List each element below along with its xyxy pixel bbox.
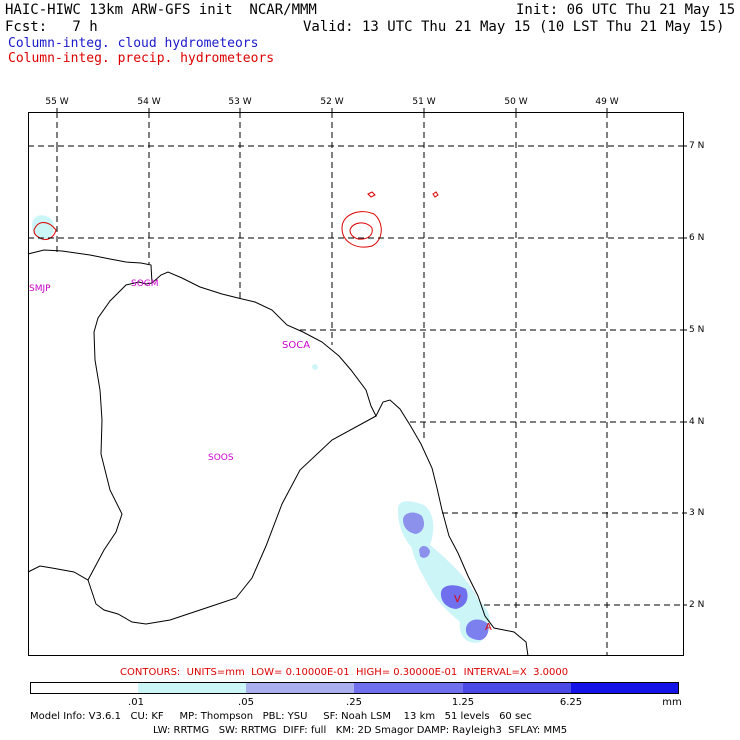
colorbar-bin-1 bbox=[30, 682, 138, 693]
contour-info: CONTOURS: UNITS=mm LOW= 0.10000E-01 HIGH… bbox=[120, 667, 569, 678]
marker-a: A bbox=[485, 622, 492, 633]
valid-time: Valid: 13 UTC Thu 21 May 15 (10 LST Thu … bbox=[303, 19, 725, 35]
colorbar-unit: mm bbox=[662, 697, 682, 708]
plot-title: HAIC-HIWC 13km ARW-GFS init NCAR/MMM bbox=[5, 2, 317, 18]
colorbar-bin-4 bbox=[354, 682, 463, 693]
marker-v: V bbox=[454, 594, 461, 605]
colorbar-label: 6.25 bbox=[559, 697, 583, 708]
lon-label: 51 W bbox=[412, 97, 436, 107]
lon-label: 54 W bbox=[137, 97, 161, 107]
station-label: SMJP bbox=[29, 284, 51, 294]
lat-label: 5 N bbox=[689, 325, 705, 335]
colorbar-label: .25 bbox=[346, 697, 362, 708]
lat-label: 4 N bbox=[689, 417, 705, 427]
forecast-hour: Fcst: 7 h bbox=[5, 19, 98, 35]
colorbar-bin-6 bbox=[571, 682, 679, 693]
lat-label: 7 N bbox=[689, 141, 705, 151]
cloud-shading bbox=[32, 215, 491, 643]
colorbar-label: 1.25 bbox=[451, 697, 475, 708]
station-label: SOOS bbox=[208, 453, 234, 463]
latlon-grid bbox=[28, 112, 683, 656]
lat-label: 2 N bbox=[689, 600, 705, 610]
model-info-line2: LW: RRTMG SW: RRTMG DIFF: full KM: 2D Sm… bbox=[153, 725, 568, 736]
map-frame bbox=[28, 112, 684, 656]
lon-label: 52 W bbox=[320, 97, 344, 107]
lon-label: 50 W bbox=[504, 97, 528, 107]
colorbar-bin-3 bbox=[246, 682, 354, 693]
lat-label: 3 N bbox=[689, 508, 705, 518]
field-label-cloud: Column-integ. cloud hydrometeors bbox=[8, 36, 259, 51]
model-info-line1: Model Info: V3.6.1 CU: KF MP: Thompson P… bbox=[30, 711, 532, 722]
init-time: Init: 06 UTC Thu 21 May 15 bbox=[516, 2, 736, 18]
field-label-precip: Column-integ. precip. hydrometeors bbox=[8, 51, 275, 66]
colorbar-label: .01 bbox=[128, 697, 144, 708]
station-label: SOGM bbox=[131, 279, 159, 289]
colorbar-label: .05 bbox=[238, 697, 254, 708]
colorbar-bin-2 bbox=[138, 682, 246, 693]
lon-label: 49 W bbox=[595, 97, 619, 107]
lon-label: 55 W bbox=[45, 97, 69, 107]
coastlines bbox=[27, 249, 529, 657]
lat-label: 6 N bbox=[689, 233, 705, 243]
axis-ticks bbox=[56, 108, 687, 606]
lon-label: 53 W bbox=[228, 97, 252, 107]
station-label: SOCA bbox=[282, 340, 311, 351]
colorbar-bin-5 bbox=[463, 682, 571, 693]
